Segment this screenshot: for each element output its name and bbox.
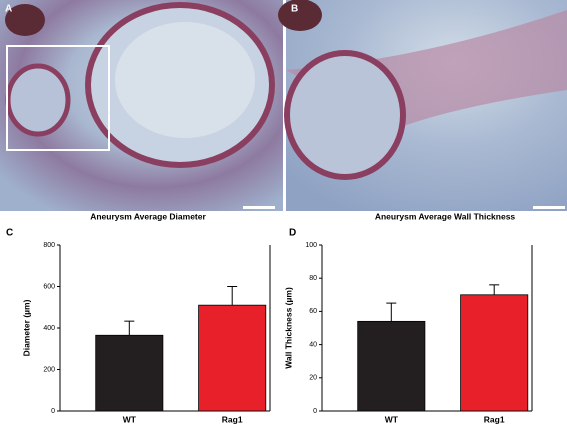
chart-title: Aneurysm Average Diameter <box>90 211 206 221</box>
y-tick-label: 80 <box>309 275 317 282</box>
bar <box>198 304 267 412</box>
y-tick-label: 0 <box>313 408 317 415</box>
panel-label: D <box>289 228 296 239</box>
x-tick-label: WT <box>385 414 399 424</box>
panel-label: A <box>5 4 12 15</box>
y-tick-label: 100 <box>305 242 317 249</box>
bar <box>357 320 426 412</box>
bar <box>95 334 164 412</box>
x-tick-label: WT <box>123 414 137 424</box>
y-tick-label: 0 <box>51 408 55 415</box>
panel-label: B <box>291 4 298 15</box>
y-axis-label: Diameter (µm) <box>21 299 31 356</box>
y-tick-label: 600 <box>43 283 55 290</box>
y-tick-label: 200 <box>43 366 55 373</box>
micrograph-b <box>278 0 567 211</box>
y-tick-label: 20 <box>309 375 317 382</box>
y-axis-label: Wall Thickness (µm) <box>283 287 293 369</box>
panel-label: C <box>6 228 13 239</box>
y-tick-label: 800 <box>43 242 55 249</box>
bar <box>460 294 529 412</box>
y-tick-label: 400 <box>43 325 55 332</box>
y-tick-label: 40 <box>309 341 317 348</box>
x-tick-label: Rag1 <box>222 414 243 424</box>
x-tick-label: Rag1 <box>484 414 505 424</box>
y-tick-label: 60 <box>309 308 317 315</box>
micrograph-a <box>0 0 283 211</box>
chart-title: Aneurysm Average Wall Thickness <box>375 211 516 221</box>
